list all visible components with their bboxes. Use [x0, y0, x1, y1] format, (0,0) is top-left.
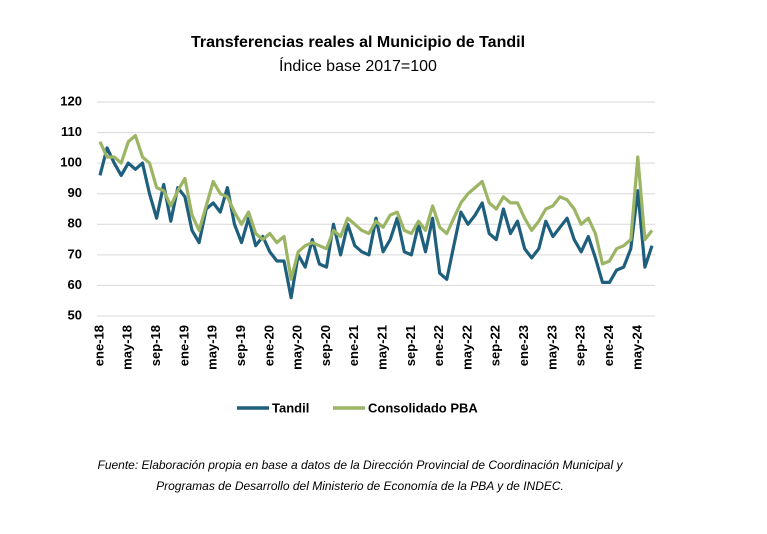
- x-tick-label: may-20: [290, 325, 305, 370]
- x-tick-label: sep-22: [488, 325, 503, 366]
- x-tick-label: may-22: [459, 325, 474, 370]
- x-tick-label: ene-22: [431, 325, 446, 366]
- source-note: Fuente: Elaboración propia en base a dat…: [98, 458, 624, 472]
- x-tick-label: may-24: [629, 324, 644, 370]
- y-tick-label: 80: [68, 216, 82, 231]
- x-tick-label: ene-23: [516, 325, 531, 366]
- x-tick-label: sep-18: [148, 325, 163, 366]
- y-tick-label: 100: [60, 155, 82, 170]
- legend-label: Consolidado PBA: [368, 400, 478, 415]
- x-tick-label: sep-21: [403, 325, 418, 366]
- x-tick-label: may-19: [205, 325, 220, 370]
- y-tick-label: 90: [68, 185, 82, 200]
- y-tick-label: 110: [61, 124, 82, 139]
- x-tick-label: ene-18: [91, 325, 106, 366]
- series-line: [98, 134, 654, 281]
- x-tick-label: ene-24: [601, 324, 616, 366]
- x-tick-label: sep-19: [233, 325, 248, 366]
- legend-label: Tandil: [272, 400, 309, 415]
- y-tick-label: 50: [68, 307, 82, 322]
- x-tick-label: sep-23: [573, 325, 588, 366]
- chart-title: Transferencias reales al Municipio de Ta…: [191, 34, 525, 51]
- x-tick-label: ene-20: [261, 325, 276, 366]
- x-tick-label: may-18: [120, 325, 135, 370]
- chart-subtitle: Índice base 2017=100: [279, 56, 437, 75]
- series-line: [98, 146, 654, 300]
- y-tick-label: 60: [68, 277, 82, 292]
- source-note: Programas de Desarrollo del Ministerio d…: [156, 479, 564, 493]
- x-tick-label: sep-20: [318, 325, 333, 366]
- y-tick-label: 120: [60, 93, 82, 108]
- x-tick-label: ene-19: [176, 325, 191, 366]
- y-tick-label: 70: [68, 246, 82, 261]
- x-tick-label: may-21: [375, 325, 390, 370]
- x-tick-label: may-23: [544, 325, 559, 370]
- x-tick-label: ene-21: [346, 325, 361, 366]
